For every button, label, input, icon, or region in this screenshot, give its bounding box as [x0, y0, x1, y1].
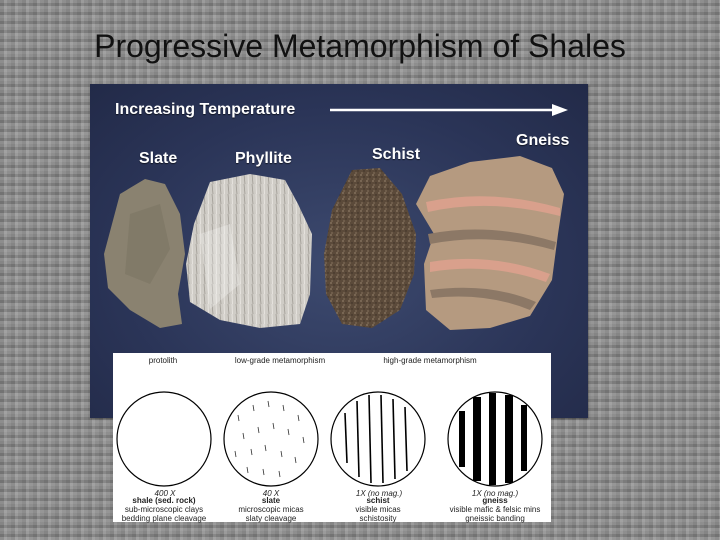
micro-caption-gneiss: gneiss visible mafic & felsic mins gneis… — [439, 496, 551, 523]
rock-label-gneiss: Gneiss — [516, 132, 570, 149]
slide-title: Progressive Metamorphism of Shales — [94, 28, 626, 64]
micro-scale-schist: 1X (no mag.) — [355, 489, 403, 498]
micro-line2-shale: bedding plane cleavage — [121, 514, 207, 523]
micro-line1-slate: microscopic micas — [238, 505, 304, 514]
slate-micrograph-icon — [223, 391, 319, 487]
gneiss-rock-icon — [416, 156, 564, 330]
micro-line1-gneiss: visible mafic & felsic mins — [449, 505, 541, 514]
rock-samples — [104, 156, 564, 330]
micro-name-gneiss: gneiss — [482, 496, 508, 505]
micro-scale-slate: 40 X — [262, 489, 280, 498]
temperature-arrow-icon — [330, 104, 568, 116]
rock-label-phyllite: Phyllite — [235, 150, 292, 167]
micro-header-high-grade: high-grade metamorphism — [383, 356, 477, 365]
micro-line1-shale: sub-microscopic clays — [124, 505, 204, 514]
micro-header-low-grade: low-grade metamorphism — [234, 356, 326, 365]
micro-name-schist: schist — [366, 496, 390, 505]
micro-name-slate: slate — [261, 496, 281, 505]
micro-header-protolith: protolith — [148, 356, 178, 365]
micrograph-circles — [116, 391, 543, 487]
micrograph-panel: protolith low-grade metamorphism high-gr… — [113, 353, 551, 523]
rock-label-schist: Schist — [372, 146, 421, 163]
micro-line1-schist: visible micas — [355, 505, 401, 514]
slate-rock-icon — [104, 179, 185, 328]
micro-scale-shale: 400 X — [154, 489, 176, 498]
micro-line2-schist: schistosity — [359, 514, 397, 523]
phyllite-rock-icon — [186, 174, 312, 328]
shale-micrograph-icon — [116, 391, 212, 487]
micro-line2-gneiss: gneissic banding — [465, 514, 525, 523]
micro-scale-gneiss: 1X (no mag.) — [471, 489, 519, 498]
micro-caption-slate: slate microscopic micas slaty cleavage — [221, 496, 321, 523]
micro-line2-slate: slaty cleavage — [245, 514, 297, 523]
schist-rock-icon — [324, 168, 416, 328]
schist-micrograph-icon — [330, 391, 426, 487]
gneiss-micrograph-icon — [447, 391, 543, 487]
micro-caption-shale: shale (sed. rock) sub-microscopic clays … — [114, 496, 214, 523]
micro-name-shale: shale (sed. rock) — [132, 496, 196, 505]
micro-caption-schist: schist visible micas schistosity — [328, 496, 428, 523]
temperature-label: Increasing Temperature — [115, 101, 296, 118]
rock-label-slate: Slate — [139, 150, 178, 167]
